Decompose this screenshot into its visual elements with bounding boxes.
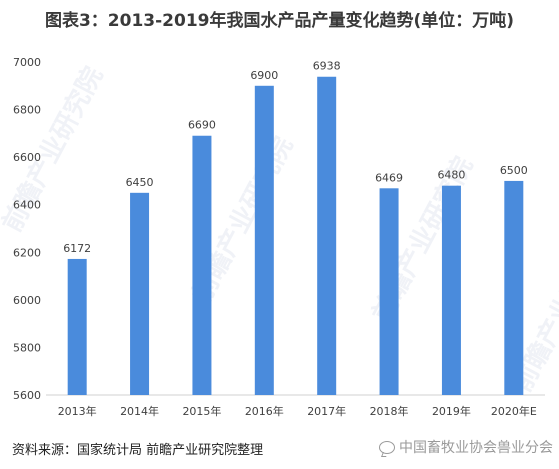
- data-label: 6480: [437, 169, 465, 182]
- account-credit: 中国畜牧业协会兽业分会: [379, 437, 553, 457]
- y-tick-label: 6600: [13, 151, 41, 164]
- data-label: 6938: [313, 60, 341, 73]
- x-tick-label: 2014年: [120, 404, 159, 418]
- y-tick-label: 6000: [13, 294, 41, 307]
- chart-title: 图表3：2013-2019年我国水产品产量变化趋势(单位：万吨): [44, 11, 515, 31]
- bar: [67, 258, 87, 395]
- bar: [254, 85, 274, 396]
- x-tick-label: 2019年: [432, 404, 471, 418]
- data-label: 6900: [250, 69, 278, 82]
- data-label: 6450: [126, 176, 154, 189]
- source-note: 资料来源：国家统计局 前瞻产业研究院整理: [12, 443, 264, 458]
- bar: [317, 76, 337, 396]
- bar: [379, 188, 399, 395]
- x-tick-label: 2018年: [370, 404, 409, 418]
- account-name: 中国畜牧业协会兽业分会: [399, 440, 553, 456]
- data-label: 6172: [63, 242, 91, 255]
- wechat-icon: [379, 440, 395, 454]
- bar: [130, 192, 150, 395]
- y-tick-label: 6800: [13, 104, 41, 117]
- y-tick-label: 7000: [13, 56, 41, 69]
- data-label: 6469: [375, 171, 403, 184]
- y-tick-label: 5800: [13, 341, 41, 354]
- y-tick-label: 5600: [13, 389, 41, 402]
- data-label: 6690: [188, 119, 216, 132]
- x-tick-label: 2016年: [245, 404, 284, 418]
- x-tick-label: 2013年: [58, 404, 97, 418]
- bar: [441, 185, 461, 395]
- y-tick-label: 6400: [13, 199, 41, 212]
- x-tick-label: 2020年E: [491, 404, 537, 418]
- bar: [504, 180, 524, 395]
- data-label: 6500: [500, 164, 528, 177]
- bar: [192, 135, 212, 395]
- y-tick-label: 6200: [13, 246, 41, 259]
- x-tick-label: 2015年: [182, 404, 221, 418]
- x-tick-label: 2017年: [307, 404, 346, 418]
